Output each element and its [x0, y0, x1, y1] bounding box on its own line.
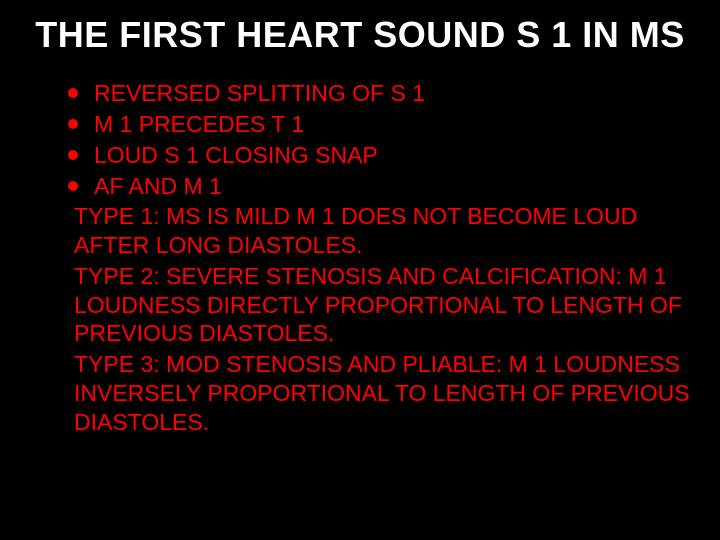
bullet-text: REVERSED SPLITTING OF S 1: [94, 79, 425, 108]
slide: THE FIRST HEART SOUND S 1 IN MS REVERSED…: [0, 0, 720, 540]
bullet-icon: [68, 119, 78, 129]
bullet-item: AF AND M 1: [68, 172, 690, 201]
bullet-item: REVERSED SPLITTING OF S 1: [68, 79, 690, 108]
slide-body: REVERSED SPLITTING OF S 1 M 1 PRECEDES T…: [30, 79, 690, 436]
bullet-icon: [68, 181, 78, 191]
bullet-icon: [68, 88, 78, 98]
bullet-item: LOUD S 1 CLOSING SNAP: [68, 141, 690, 170]
bullet-icon: [68, 150, 78, 160]
paragraph: TYPE 2: SEVERE STENOSIS AND CALCIFICATIO…: [74, 262, 690, 348]
bullet-text: AF AND M 1: [94, 172, 222, 201]
bullet-item: M 1 PRECEDES T 1: [68, 110, 690, 139]
bullet-text: LOUD S 1 CLOSING SNAP: [94, 141, 378, 170]
slide-title: THE FIRST HEART SOUND S 1 IN MS: [30, 14, 690, 55]
bullet-text: M 1 PRECEDES T 1: [94, 110, 304, 139]
paragraph: TYPE 3: MOD STENOSIS AND PLIABLE: M 1 LO…: [74, 350, 690, 436]
paragraph: TYPE 1: MS IS MILD M 1 DOES NOT BECOME L…: [74, 202, 690, 260]
